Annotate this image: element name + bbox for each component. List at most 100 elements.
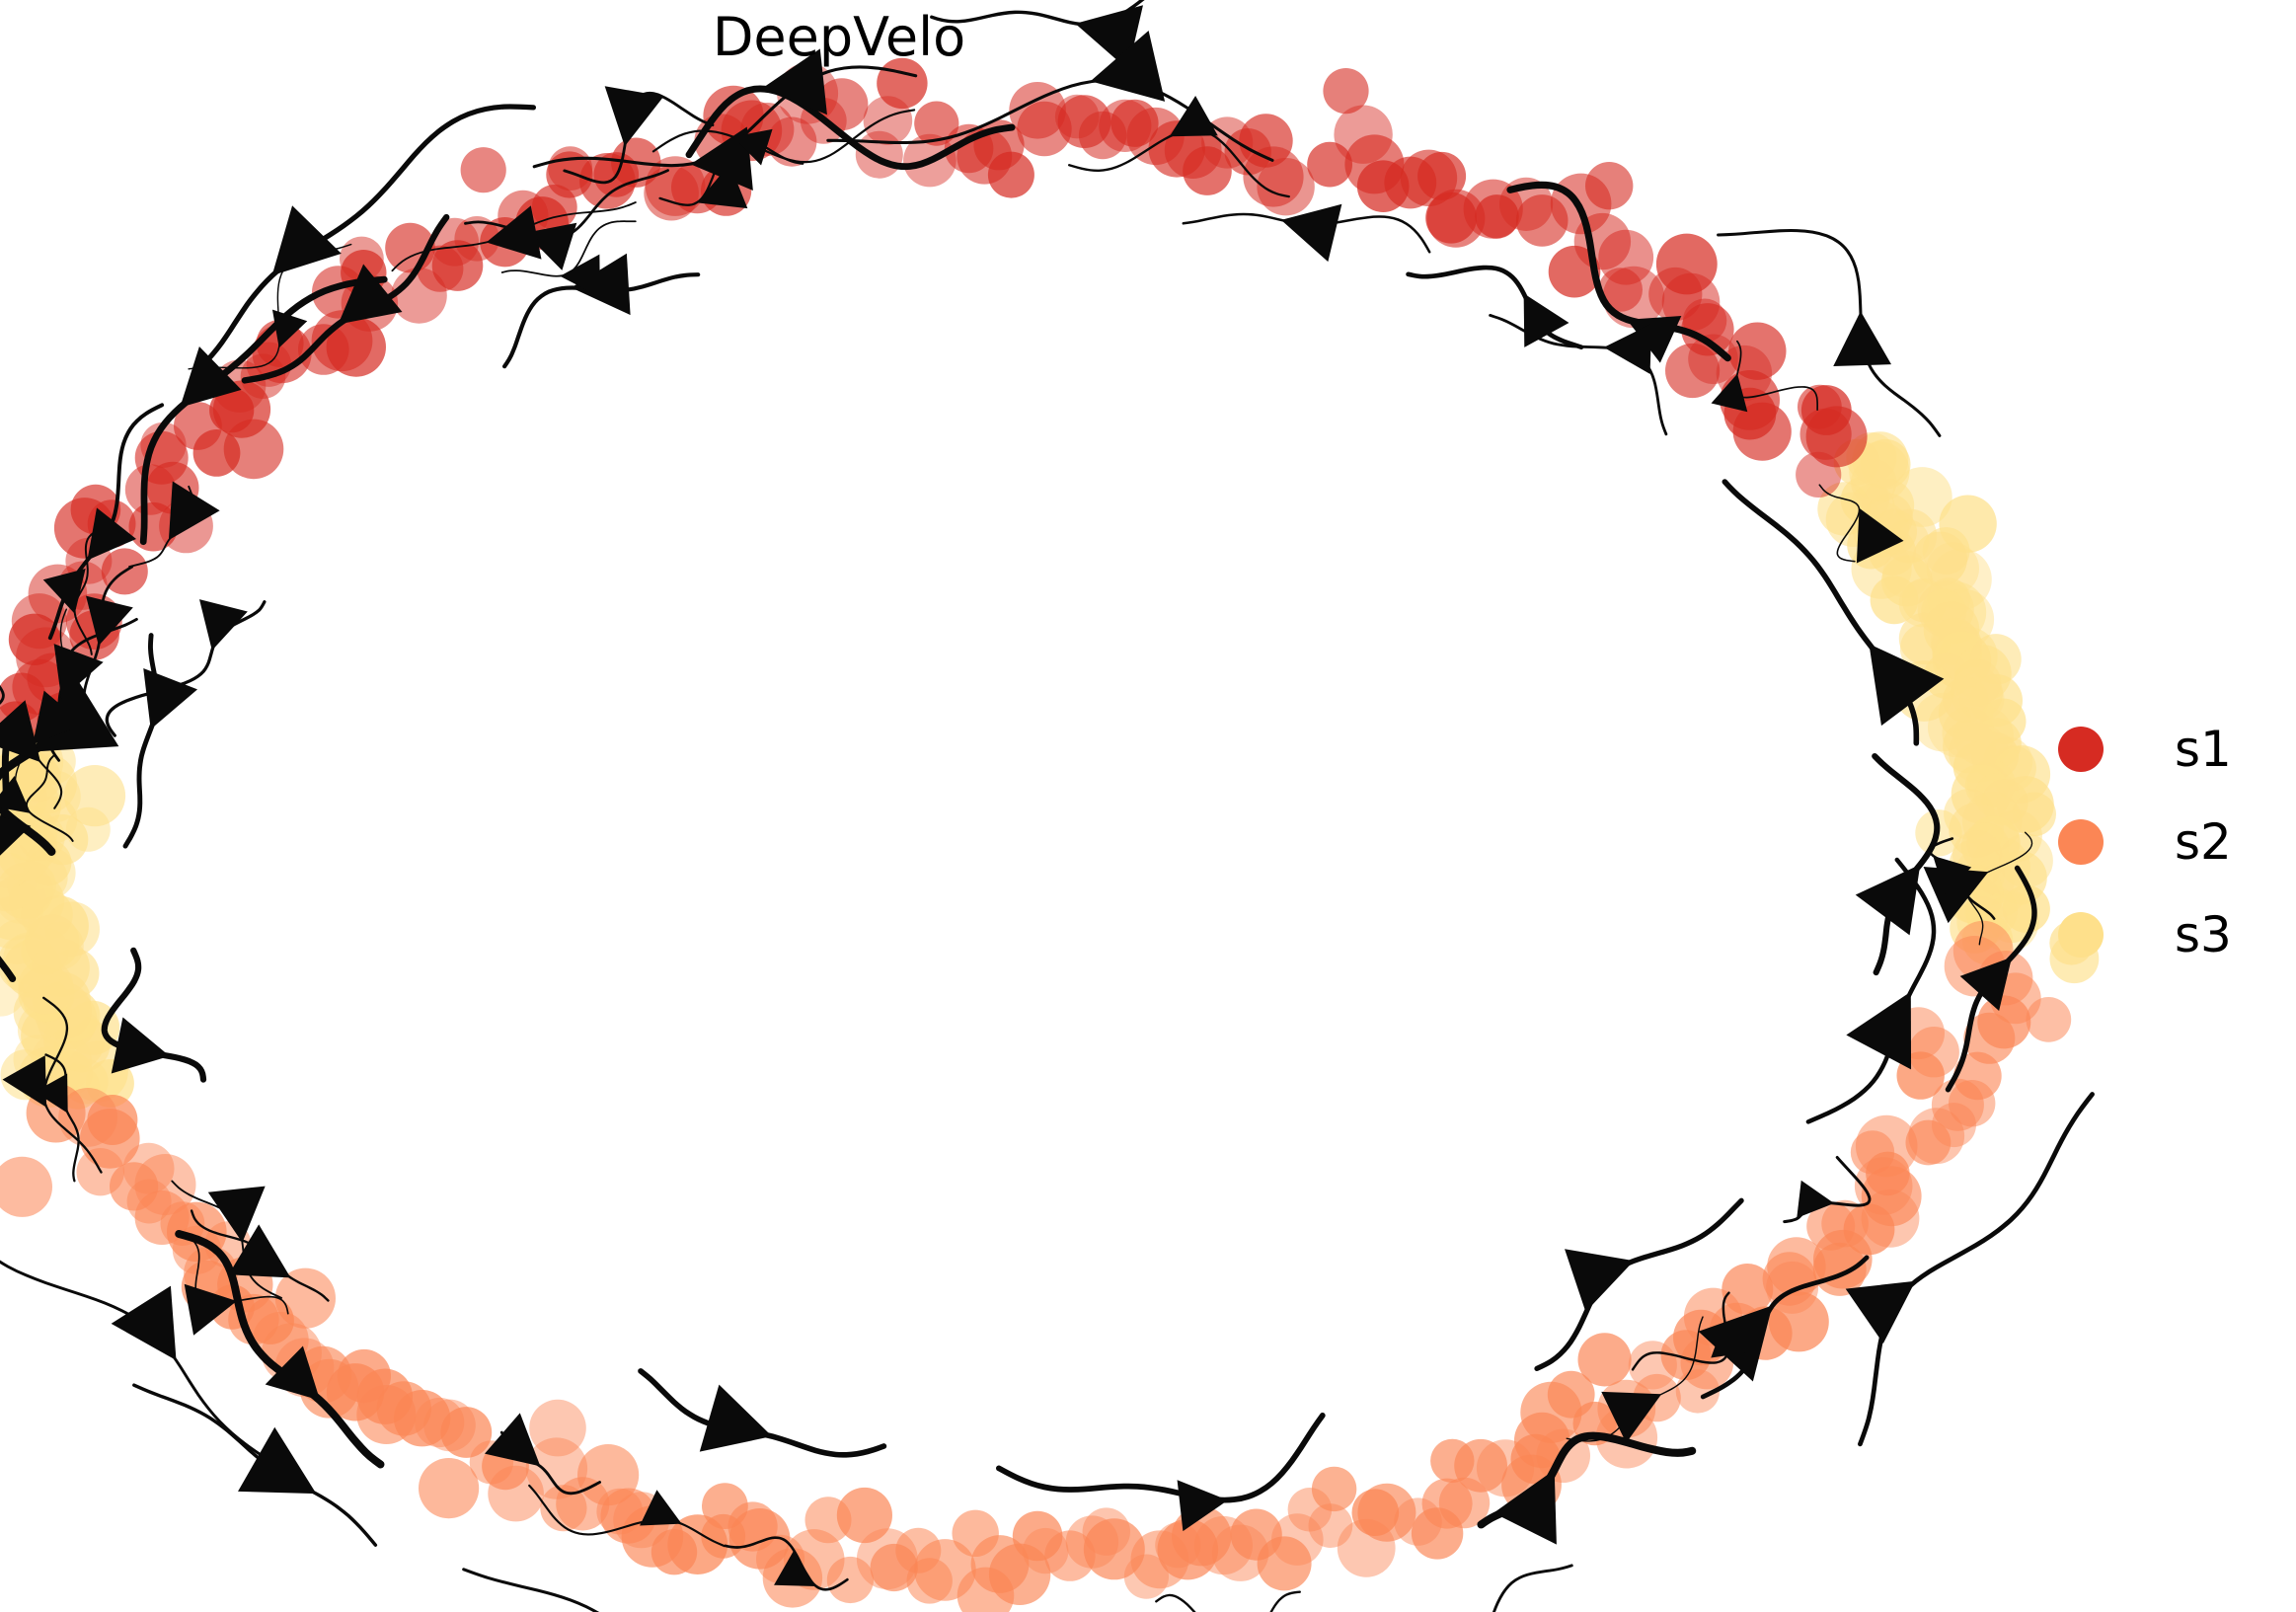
velocity-arrowhead bbox=[1933, 855, 1972, 894]
streamline bbox=[175, 1230, 385, 1469]
streamline bbox=[0, 733, 17, 982]
velocity-arrowhead bbox=[1869, 644, 1945, 727]
scatter-point bbox=[1351, 1489, 1400, 1536]
velocity-arrowhead bbox=[640, 1490, 682, 1526]
streamline bbox=[996, 1413, 1326, 1503]
velocity-arrowhead bbox=[1711, 373, 1748, 413]
scatter-point bbox=[1430, 1438, 1475, 1484]
scatter-point bbox=[1660, 1330, 1712, 1381]
scatter-point bbox=[1812, 1242, 1867, 1296]
velocity-arrowhead bbox=[271, 309, 308, 348]
scatter-point bbox=[1323, 68, 1369, 115]
velocity-arrowhead bbox=[228, 1224, 291, 1278]
velocity-arrowhead bbox=[524, 222, 577, 270]
scatter-point bbox=[63, 765, 126, 827]
scatter-point bbox=[529, 1399, 586, 1457]
streamline bbox=[101, 947, 207, 1083]
scatter-points-layer bbox=[0, 57, 2100, 1612]
scatter-point bbox=[87, 1095, 138, 1145]
streamline bbox=[724, 1536, 849, 1591]
streamline bbox=[0, 685, 5, 705]
scatter-point bbox=[340, 236, 384, 281]
scatter-point bbox=[1311, 1466, 1357, 1512]
scatter-point bbox=[540, 1485, 587, 1532]
streamline bbox=[1872, 752, 1941, 976]
streamline bbox=[205, 104, 537, 362]
velocity-arrowhead bbox=[762, 48, 827, 115]
scatter-point bbox=[430, 217, 480, 267]
scatter-point bbox=[122, 1142, 175, 1194]
scatter-point bbox=[326, 317, 386, 377]
scatter-point bbox=[1230, 1508, 1282, 1561]
scatter-point bbox=[1585, 162, 1634, 210]
streamline bbox=[105, 600, 267, 737]
scatter-point bbox=[767, 116, 817, 167]
legend-label-s1: s1 bbox=[2175, 721, 2232, 778]
scatter-point bbox=[1728, 322, 1787, 380]
velocity-arrowhead bbox=[1627, 316, 1682, 363]
velocity-arrowhead bbox=[0, 804, 32, 879]
velocity-arrowhead bbox=[53, 644, 104, 700]
scatter-point bbox=[1796, 451, 1842, 498]
streamline bbox=[500, 220, 637, 277]
scatter-point bbox=[987, 151, 1034, 198]
scatter-point bbox=[1307, 141, 1352, 188]
velocity-arrowhead bbox=[168, 481, 220, 541]
legend-label-s3: s3 bbox=[2175, 906, 2232, 963]
velocity-arrowhead bbox=[732, 128, 773, 166]
scatter-point bbox=[1130, 1530, 1189, 1589]
velocity-arrowhead bbox=[338, 264, 403, 325]
velocity-arrowhead bbox=[1169, 95, 1218, 137]
velocity-arrowhead bbox=[485, 1413, 541, 1467]
velocity-arrowhead bbox=[1833, 311, 1892, 366]
streamline bbox=[1155, 1590, 1301, 1612]
legend-label-s2: s2 bbox=[2175, 813, 2232, 871]
scatter-point bbox=[1017, 101, 1072, 157]
legend-item-s1[interactable]: s1 bbox=[2058, 721, 2232, 778]
legend-item-s2[interactable]: s2 bbox=[2058, 813, 2232, 871]
scatter-point bbox=[431, 240, 484, 291]
scatter-point bbox=[140, 422, 187, 468]
velocity-arrowhead bbox=[486, 205, 542, 260]
velocity-arrowhead bbox=[87, 507, 137, 561]
scatter-point bbox=[1598, 268, 1643, 312]
scatter-point bbox=[914, 101, 959, 146]
velocity-arrowhead bbox=[35, 1073, 68, 1113]
velocity-arrowhead bbox=[1923, 867, 1989, 924]
velocity-arrowhead bbox=[265, 1345, 321, 1401]
velocity-arrowhead bbox=[1493, 1470, 1557, 1545]
streamline bbox=[0, 1260, 268, 1460]
scatter-point bbox=[1665, 343, 1721, 399]
scatter-point bbox=[1675, 1369, 1721, 1414]
velocity-arrowhead bbox=[697, 163, 748, 209]
streamline bbox=[1506, 181, 1731, 362]
velocity-arrowhead bbox=[1797, 1180, 1835, 1218]
velocity-arrowhead bbox=[1601, 1391, 1662, 1443]
velocity-arrowhead bbox=[690, 126, 753, 191]
legend: s1 s2 s3 bbox=[2058, 721, 2232, 963]
velocity-arrowhead bbox=[1565, 1249, 1635, 1312]
scatter-point bbox=[419, 1458, 480, 1519]
scatter-point bbox=[1905, 1119, 1952, 1166]
velocity-arrowhead bbox=[198, 599, 248, 651]
velocity-arrowhead bbox=[1959, 957, 2013, 1011]
velocity-arrowhead bbox=[86, 595, 133, 647]
velocity-arrowhead bbox=[1280, 203, 1342, 263]
velocity-arrowhead bbox=[271, 205, 342, 276]
streamline bbox=[1858, 1092, 2095, 1447]
velocity-arrowhead bbox=[1603, 323, 1652, 374]
legend-swatch-s3 bbox=[2058, 912, 2104, 958]
scatter-point bbox=[0, 1156, 52, 1217]
scatter-point bbox=[952, 1509, 999, 1558]
velocity-arrowhead bbox=[1855, 864, 1921, 936]
velocity-arrowhead bbox=[0, 775, 31, 813]
legend-item-s3[interactable]: s3 bbox=[2058, 906, 2232, 963]
velocity-arrowhead bbox=[1177, 1480, 1228, 1532]
page-title: DeepVelo bbox=[712, 6, 966, 68]
velocity-arrowhead bbox=[1845, 1280, 1916, 1343]
scatter-point bbox=[836, 1487, 893, 1544]
velocity-arrowhead bbox=[774, 1550, 816, 1586]
streamline bbox=[1631, 1291, 1730, 1371]
